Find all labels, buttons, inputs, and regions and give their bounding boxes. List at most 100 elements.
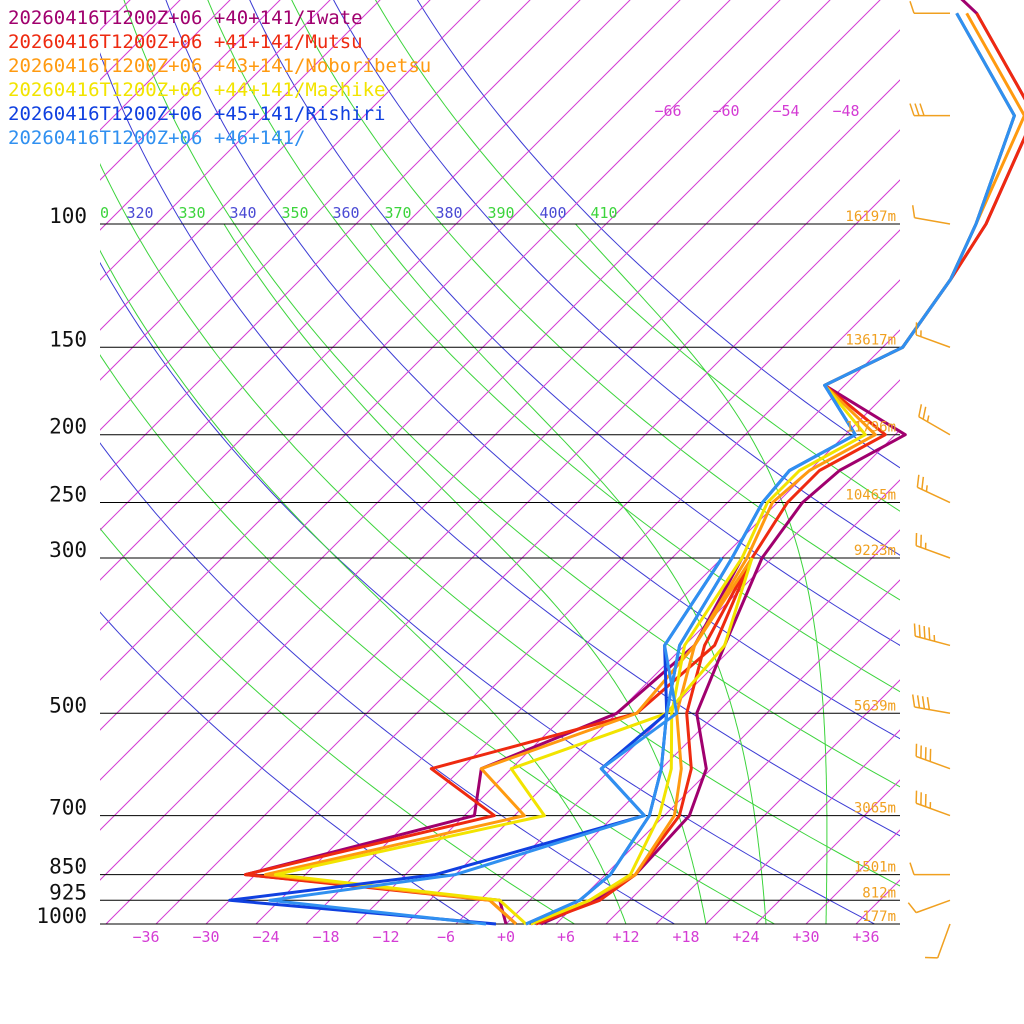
wind-barb-flag — [918, 404, 923, 417]
isotherm-line — [855, 879, 900, 924]
legend-entry: 20260416T1200Z+06 +45+141/Rishiri — [8, 103, 386, 125]
isotherm-line — [100, 0, 831, 731]
isotherm-line — [100, 0, 781, 681]
theta-label: 400 — [539, 204, 566, 222]
wind-barb — [925, 923, 951, 959]
pressure-label: 250 — [49, 483, 87, 507]
isotherm-line — [100, 0, 681, 581]
isotherm-line — [805, 829, 900, 924]
dry-adiabat-line — [416, 0, 900, 469]
dry-adiabat-line — [374, 0, 900, 512]
wind-barb-flag — [914, 103, 920, 116]
wind-barb-staff — [915, 544, 951, 559]
wind-barb-staff — [915, 635, 951, 647]
legend-entry: 20260416T1200Z+06 +40+141/Iwate — [8, 7, 363, 29]
pressure-label: 100 — [49, 204, 87, 228]
isotherm-line — [755, 779, 900, 924]
legend-entry: 20260416T1200Z+06 +43+141/Noboribetsu — [8, 55, 431, 77]
wind-barb — [909, 1, 950, 15]
dry-adiabat-line — [249, 0, 900, 646]
theta-label: 350 — [281, 204, 308, 222]
isotherms — [100, 0, 900, 924]
wind-barb — [915, 743, 951, 770]
dewpoint-line — [268, 557, 724, 926]
axis-labels: 100 16197m 150 13617m 200 11796m 250 10465m 300 9… — [36, 102, 896, 946]
wind-barb — [915, 790, 951, 817]
wind-barb-half — [925, 485, 928, 492]
height-label: 10465m — [845, 488, 896, 504]
series-group — [268, 12, 1016, 926]
temperature-line — [540, 0, 1024, 926]
wind-barb — [909, 103, 950, 117]
theta-label: 370 — [384, 204, 411, 222]
series-group — [263, 12, 1024, 926]
temperature-tick-label: −6 — [437, 928, 455, 946]
dry-adiabat-line — [100, 52, 900, 837]
wind-barbs — [907, 1, 951, 959]
temperature-tick-label: −24 — [252, 928, 279, 946]
isobars — [100, 223, 900, 925]
dewpoint-line — [243, 557, 754, 926]
dry-adiabat-line — [207, 0, 900, 693]
wind-barb-flag — [909, 862, 915, 875]
isotherm-line — [255, 279, 900, 924]
temperature-tick-label: −36 — [132, 928, 159, 946]
wind-barb-flag — [922, 406, 927, 420]
pressure-label: 150 — [49, 327, 87, 351]
temperature-line — [535, 12, 1024, 926]
isotherm-line — [555, 579, 900, 924]
wind-barb — [907, 899, 951, 914]
wind-barb — [913, 623, 951, 647]
legend-entry: 20260416T1200Z+06 +41+141/Mutsu — [8, 31, 363, 53]
theta-label: 0 — [100, 204, 109, 222]
height-label: 177m — [862, 909, 896, 925]
isotherm-line — [100, 0, 381, 281]
wind-barb-flag — [916, 695, 921, 709]
wind-barb-flag — [909, 103, 915, 116]
height-label: 1501m — [854, 860, 896, 876]
isotherm-line — [155, 179, 900, 924]
isotherm-line — [405, 429, 900, 924]
height-label: 3065m — [854, 801, 896, 817]
temperature-tick-label: −18 — [312, 928, 339, 946]
wind-barb-flag — [921, 696, 926, 709]
isotherm-line — [100, 0, 581, 481]
theta-label: 330 — [178, 204, 205, 222]
legend: 20260416T1200Z+06 +40+141/Iwate20260416T… — [8, 7, 431, 149]
theta-label: 340 — [229, 204, 256, 222]
wind-barb-staff — [915, 755, 951, 770]
theta-label: 380 — [435, 204, 462, 222]
wind-barb-staff — [915, 334, 951, 348]
wind-barb-flag — [911, 694, 916, 708]
wind-barb-staff — [917, 486, 951, 504]
wind-barb-flag — [916, 474, 920, 488]
height-label: 13617m — [845, 332, 896, 348]
isotherm-line — [100, 0, 481, 381]
dry-adiabats — [100, 0, 900, 924]
wind-barb-flag — [911, 205, 916, 218]
isotherm-line — [505, 529, 900, 924]
pressure-label: 1000 — [36, 904, 87, 928]
wind-barb-staff — [914, 217, 951, 225]
sounding-series — [228, 0, 1024, 926]
isotherm-line — [100, 0, 881, 781]
wind-barb — [911, 205, 951, 225]
upper-temp-label: −66 — [654, 102, 681, 120]
temperature-tick-label: +12 — [612, 928, 639, 946]
wind-barb-half — [926, 415, 930, 422]
wind-barb-flag — [907, 902, 917, 914]
dewpoint-line — [273, 557, 754, 926]
legend-entry: 20260416T1200Z+06 +44+141/Mashike — [8, 79, 386, 101]
wind-barb — [909, 862, 950, 876]
wind-barb-flag — [923, 626, 926, 639]
wind-barb-flag — [921, 476, 925, 490]
series-group — [228, 12, 1016, 926]
height-label: 812m — [862, 885, 896, 901]
temperature-line — [530, 12, 1024, 926]
isotherm-line — [100, 0, 731, 631]
series-group — [243, 12, 1024, 926]
pressure-label: 300 — [49, 538, 87, 562]
temperature-line — [525, 12, 1016, 926]
isotherm-line — [100, 0, 281, 181]
